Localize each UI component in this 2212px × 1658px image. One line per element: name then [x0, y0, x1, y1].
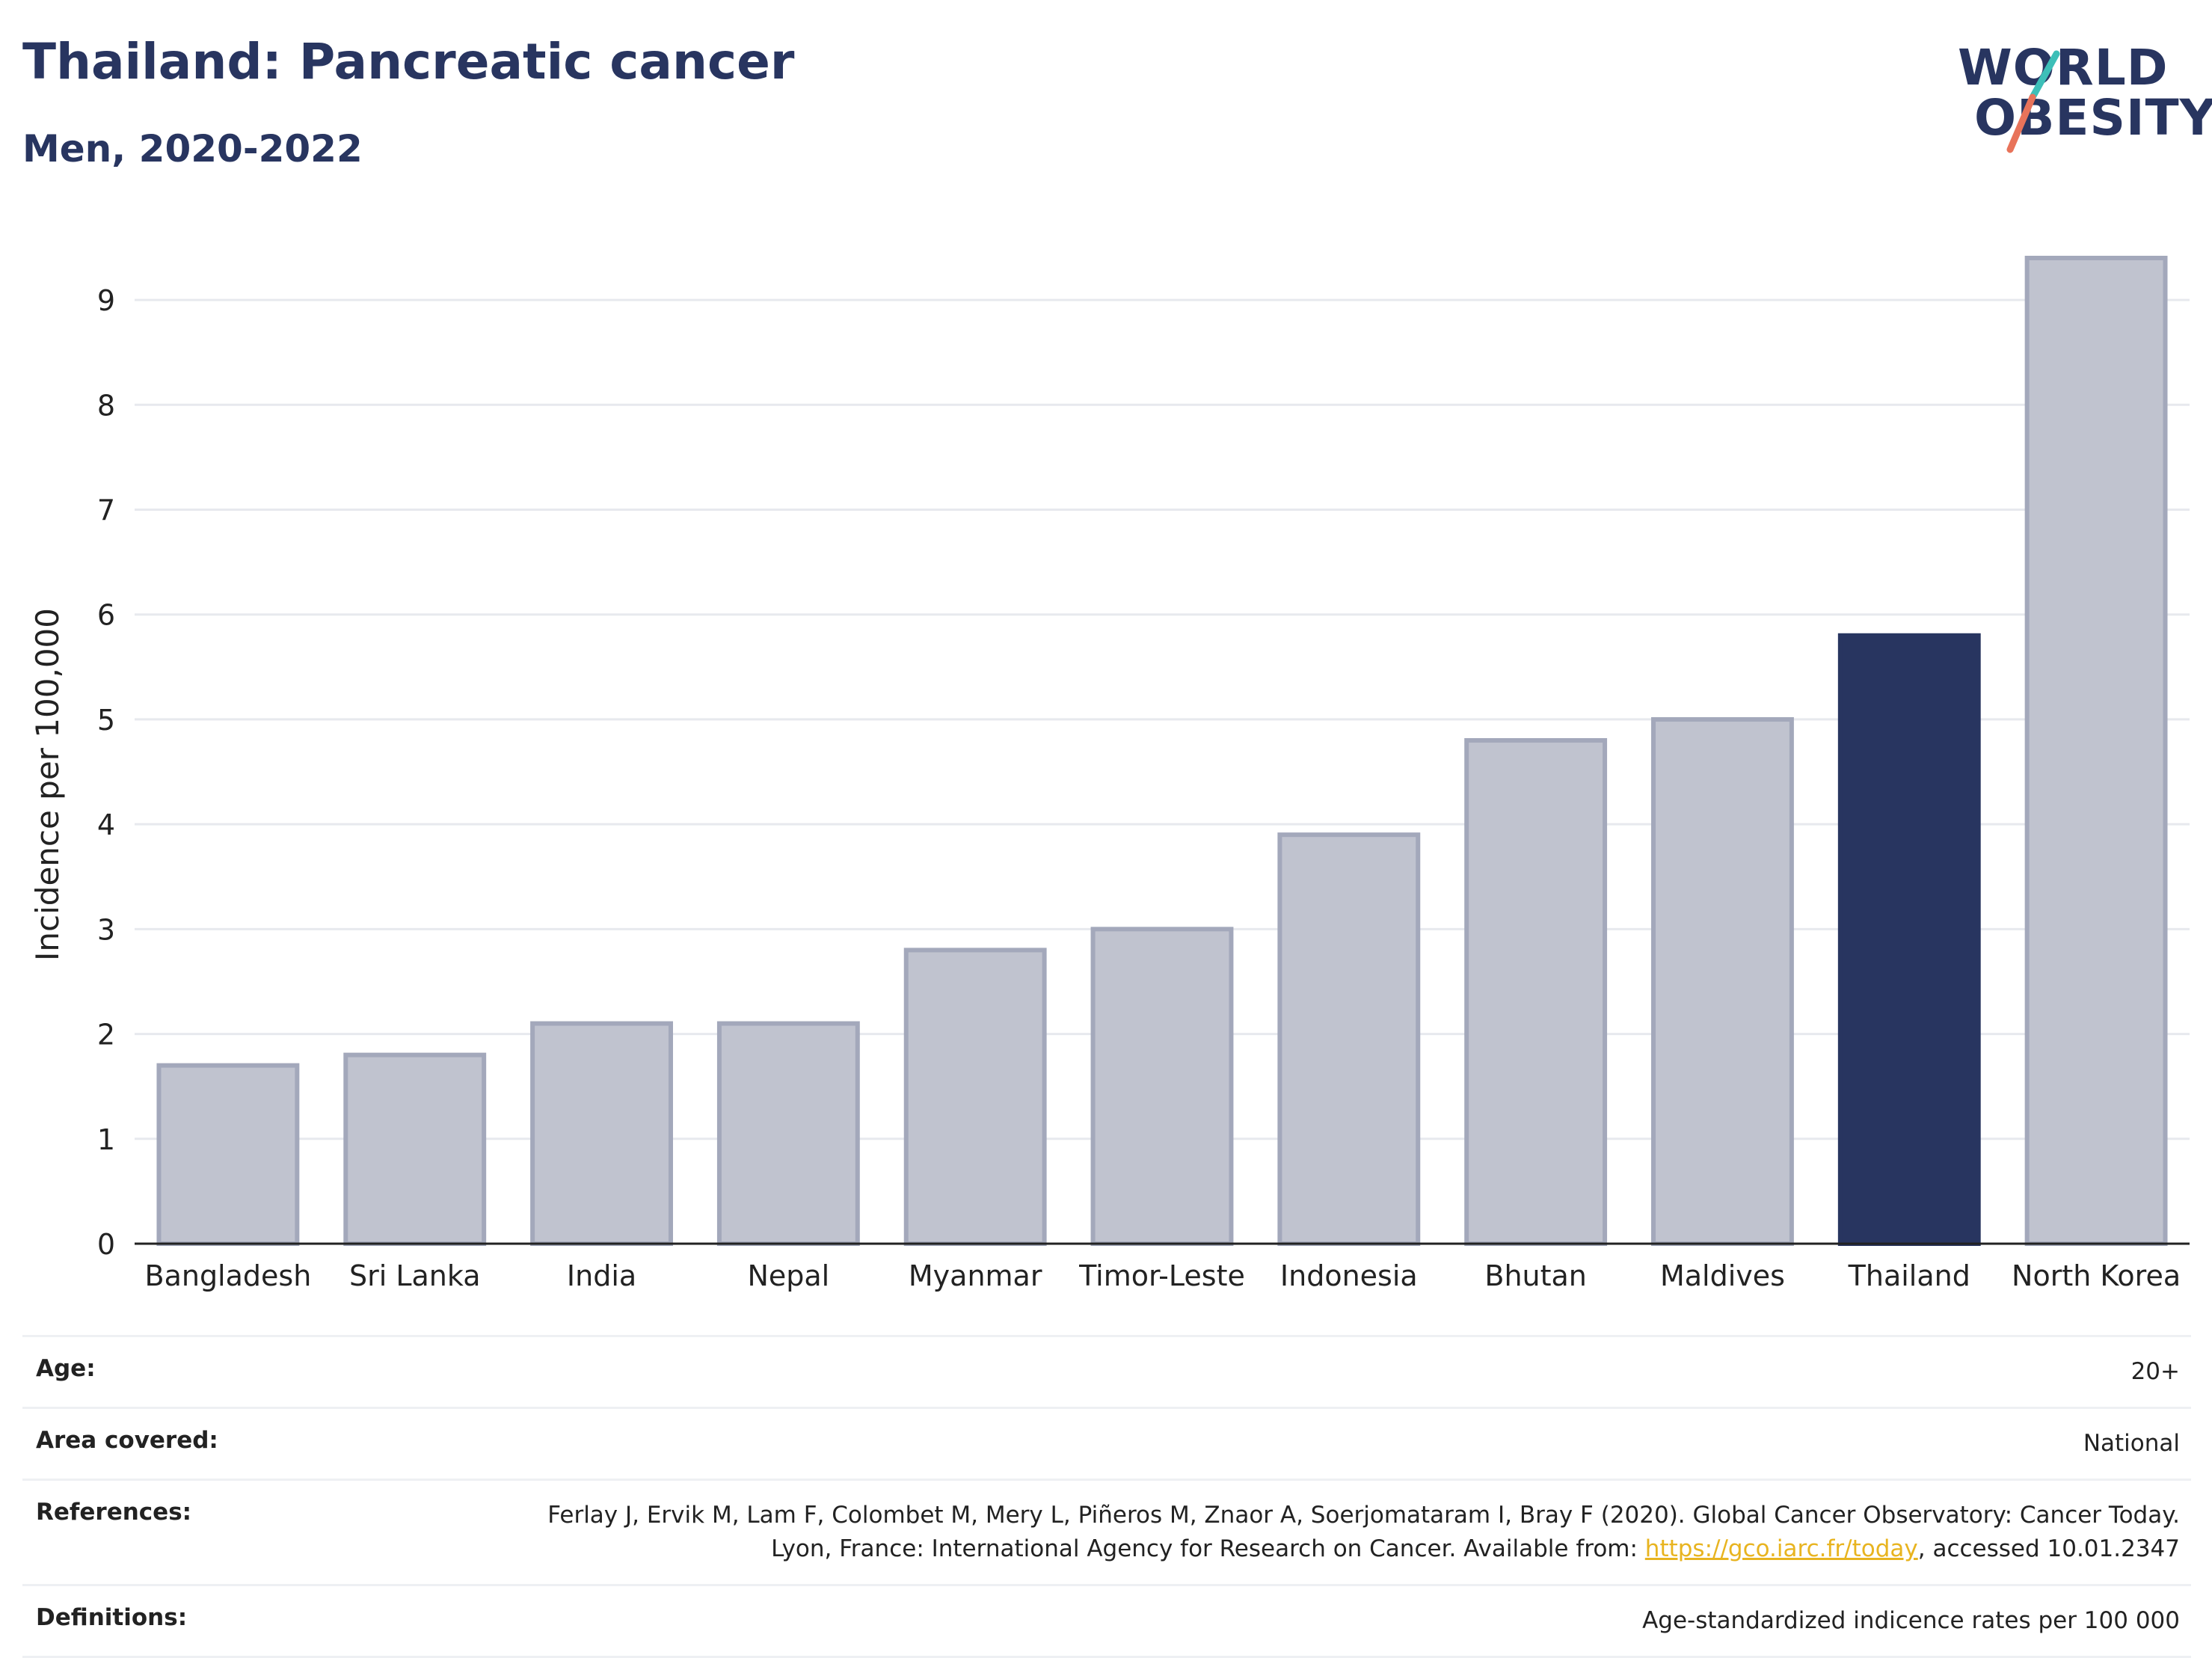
bar-myanmar	[903, 948, 1047, 1247]
y-tick-label: 4	[97, 808, 115, 841]
chart-subtitle: Men, 2020-2022	[22, 127, 363, 171]
bar-thailand	[1837, 633, 1981, 1246]
y-tick-label: 8	[97, 389, 115, 422]
bar-sri-lanka	[343, 1052, 487, 1247]
x-tick-label: Bangladesh	[145, 1259, 312, 1292]
x-tick-label: Bhutan	[1484, 1259, 1587, 1292]
y-tick-label: 6	[97, 599, 115, 632]
meta-row-age: Age: 20+	[22, 1335, 2191, 1407]
bar-bhutan	[1464, 737, 1608, 1246]
y-tick-label: 3	[97, 913, 115, 946]
x-tick-label: Thailand	[1848, 1259, 1970, 1292]
age-label: Age:	[36, 1355, 96, 1382]
references-text: Ferlay J, Ervik M, Lam F, Colombet M, Me…	[547, 1501, 2180, 1562]
x-tick-label: Nepal	[747, 1259, 829, 1292]
y-tick-label: 9	[97, 284, 115, 317]
x-tick-label: Maldives	[1660, 1259, 1785, 1292]
references-link[interactable]: https://gco.iarc.fr/today	[1644, 1535, 1918, 1562]
area-label: Area covered:	[36, 1426, 218, 1454]
x-tick-label: North Korea	[2012, 1259, 2181, 1292]
bar-chart: 0 1 2 3 4 5 6 7 8 9 Bangladesh Sri Lanka India Nepal…	[29, 256, 2190, 1292]
bar-north-korea	[2024, 256, 2168, 1246]
bar-nepal	[716, 1021, 860, 1247]
definitions-value: Age-standardized indicence rates per 100…	[1642, 1606, 2180, 1634]
area-value: National	[2083, 1429, 2180, 1457]
y-tick-label: 7	[97, 494, 115, 527]
y-axis-ticks: 0 1 2 3 4 5 6 7 8 9	[97, 284, 115, 1261]
logo-slash-icon	[2006, 50, 2060, 153]
age-value: 20+	[2130, 1358, 2180, 1385]
bars	[156, 256, 2168, 1247]
chart-title: Thailand: Pancreatic cancer	[22, 33, 795, 90]
logo-line-1: WORLD	[1958, 39, 2169, 96]
bar-maldives	[1651, 716, 1794, 1246]
x-tick-label: India	[567, 1259, 636, 1292]
bar-indonesia	[1277, 832, 1421, 1246]
x-tick-label: Sri Lanka	[349, 1259, 481, 1292]
y-tick-label: 1	[97, 1123, 115, 1156]
x-tick-label: Myanmar	[909, 1259, 1042, 1292]
x-tick-label: Timor-Leste	[1078, 1259, 1245, 1292]
meta-row-references: References: Ferlay J, Ervik M, Lam F, Co…	[22, 1478, 2191, 1584]
x-axis-labels: Bangladesh Sri Lanka India Nepal Myanmar Timo…	[145, 1259, 2181, 1292]
meta-row-area: Area covered: National	[22, 1406, 2191, 1479]
bar-timor-leste	[1090, 927, 1234, 1246]
x-tick-label: Indonesia	[1280, 1259, 1418, 1292]
world-obesity-logo: WORLD OBESITY	[1944, 22, 2212, 157]
references-value: Ferlay J, Ervik M, Lam F, Colombet M, Me…	[535, 1499, 2180, 1566]
y-tick-label: 0	[97, 1228, 115, 1261]
definitions-label: Definitions:	[36, 1603, 188, 1631]
meta-row-definitions: Definitions: Age-standardized indicence …	[22, 1583, 2191, 1658]
metadata-table: Age: 20+ Area covered: National Referenc…	[22, 1335, 2191, 1658]
bar-india	[530, 1021, 673, 1247]
references-label: References:	[36, 1498, 192, 1526]
y-axis-label: Incidence per 100,000	[29, 608, 66, 961]
bar-bangladesh	[156, 1063, 300, 1247]
y-tick-label: 2	[97, 1019, 115, 1051]
references-accessed: , accessed 10.01.2347	[1917, 1535, 2180, 1562]
y-tick-label: 5	[97, 704, 115, 737]
